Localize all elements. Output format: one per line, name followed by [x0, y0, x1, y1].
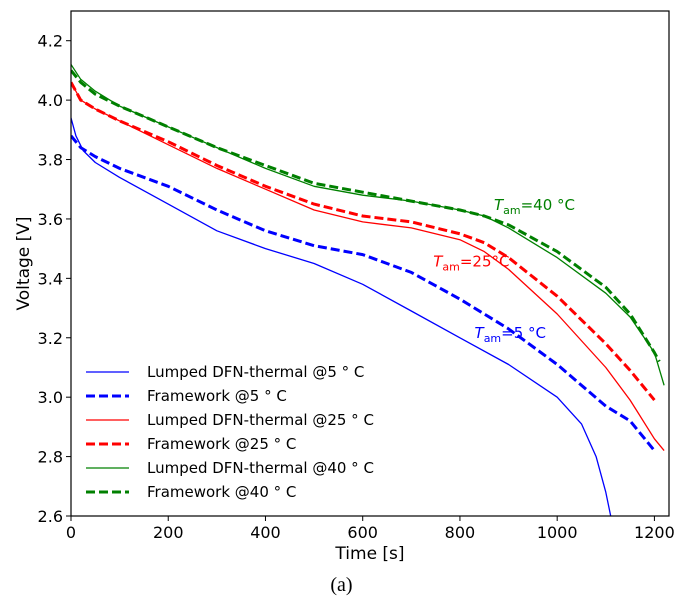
y-tick-label: 3.0: [38, 388, 63, 407]
series-line-1: [71, 134, 656, 452]
figure-caption: (a): [330, 574, 353, 596]
x-tick-label: 800: [445, 523, 476, 542]
series-line-4: [71, 64, 665, 386]
x-tick-label: 1000: [537, 523, 578, 542]
annotation-label-0: Tam=40 °C: [494, 196, 575, 217]
plot-lines: [71, 64, 665, 516]
voltage-time-chart: Tam=40 °C Tam=25°C Tam=5 °C Lumped DFN-the…: [14, 10, 675, 564]
y-tick-label: 3.2: [38, 329, 63, 348]
x-tick-label: 600: [347, 523, 378, 542]
legend-label-3: Framework @25 ° C: [147, 435, 296, 453]
y-tick-label: 3.6: [38, 210, 63, 229]
y-axis-label: Voltage [V]: [14, 216, 34, 310]
x-tick-label: 1200: [634, 523, 675, 542]
y-tick-label: 3.8: [38, 151, 63, 170]
annotation-label-1: Tam=25°C: [433, 252, 509, 273]
series-line-3: [71, 81, 656, 402]
legend: Lumped DFN-thermal @5 ° C Framework @5 ° …: [86, 363, 374, 501]
y-tick-label: 3.4: [38, 269, 63, 288]
legend-label-1: Framework @5 ° C: [147, 387, 287, 405]
legend-label-2: Lumped DFN-thermal @25 ° C: [147, 411, 374, 429]
y-tick-label: 4.2: [38, 32, 63, 51]
series-line-0: [71, 117, 612, 516]
x-tick-label: 200: [153, 523, 184, 542]
annotation-label-2: Tam=5 °C: [475, 324, 547, 345]
y-tick-label: 2.6: [38, 507, 63, 526]
y-tick-label: 2.8: [38, 448, 63, 467]
legend-label-0: Lumped DFN-thermal @5 ° C: [147, 363, 364, 381]
x-tick-label: 0: [66, 523, 76, 542]
axes-frame: [70, 10, 670, 517]
annotations: Tam=40 °C Tam=25°C Tam=5 °C: [433, 196, 575, 345]
legend-label-4: Lumped DFN-thermal @40 ° C: [147, 459, 374, 477]
y-axis-ticks: 2.6 2.8 3.0 3.2 3.4 3.6 3.8 4.0 4.2: [38, 32, 71, 526]
x-axis-ticks: 0 200 400 600 800 1000 1200: [66, 516, 675, 542]
series-line-5: [71, 69, 661, 363]
y-tick-label: 4.0: [38, 91, 63, 110]
x-axis-label: Time [s]: [334, 544, 404, 564]
legend-label-5: Framework @40 ° C: [147, 483, 296, 501]
x-tick-label: 400: [250, 523, 281, 542]
